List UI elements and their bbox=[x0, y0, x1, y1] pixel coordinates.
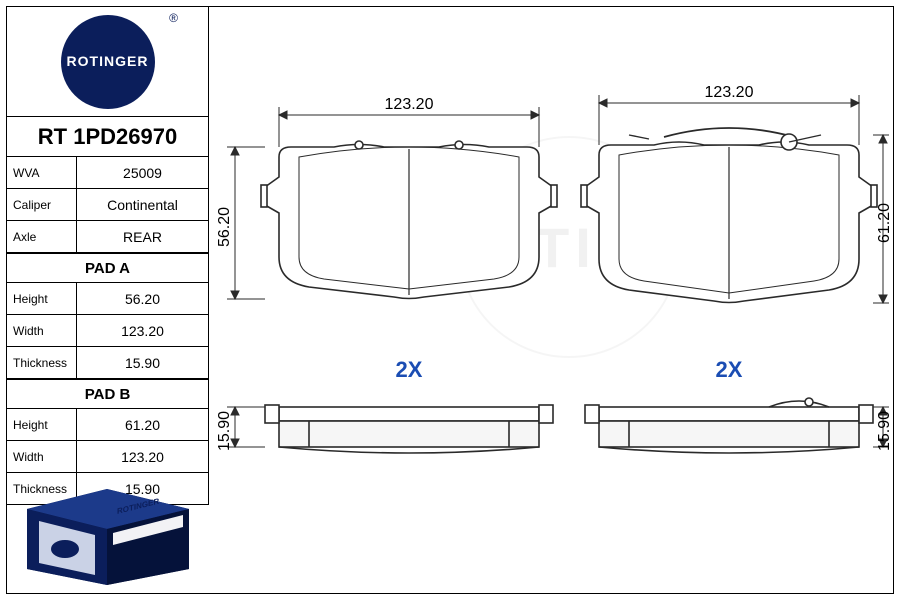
spec-value: 15.90 bbox=[77, 347, 208, 378]
pad-b-width-label: 123.20 bbox=[705, 84, 754, 101]
logo-cell: ® ROTINGER bbox=[7, 7, 209, 117]
pad-a-thickness-label: 15.90 bbox=[216, 411, 233, 451]
spec-value: 61.20 bbox=[77, 409, 208, 440]
pad-a-width-label: 123.20 bbox=[385, 96, 434, 113]
spec-label: Height bbox=[7, 409, 77, 440]
pad-a-header: PAD A bbox=[7, 253, 208, 283]
pad-a-height-label: 56.20 bbox=[216, 207, 233, 247]
spec-label: Caliper bbox=[7, 189, 77, 220]
spec-label: WVA bbox=[7, 157, 77, 188]
spec-label: Thickness bbox=[7, 347, 77, 378]
brand-logo: ROTINGER bbox=[61, 15, 155, 109]
pad-b-height-label: 61.20 bbox=[876, 203, 893, 243]
spec-value: 56.20 bbox=[77, 283, 208, 314]
pad-a-qty: 2X bbox=[396, 357, 423, 382]
spec-row: WVA 25009 bbox=[7, 157, 208, 189]
spec-row: Height 61.20 bbox=[7, 409, 208, 441]
pad-a-width-dim bbox=[279, 107, 539, 147]
pad-a-front bbox=[261, 141, 557, 299]
product-box-illustration: ROTINGER bbox=[17, 459, 199, 585]
technical-drawing: ROTINGER bbox=[209, 7, 895, 595]
spec-value: Continental bbox=[77, 189, 208, 220]
pad-b-thickness-label: 15.90 bbox=[876, 411, 893, 451]
outer-frame: ® ROTINGER RT 1PD26970 WVA 25009 Caliper… bbox=[6, 6, 894, 594]
spec-row: Height 56.20 bbox=[7, 283, 208, 315]
pad-a-side bbox=[265, 405, 553, 453]
pad-b-side bbox=[585, 398, 873, 453]
spec-panel: RT 1PD26970 WVA 25009 Caliper Continenta… bbox=[7, 117, 209, 505]
drawing-area: ROTINGER bbox=[209, 7, 895, 595]
pad-b-header: PAD B bbox=[7, 379, 208, 409]
spec-row: Width 123.20 bbox=[7, 315, 208, 347]
spec-value: 25009 bbox=[77, 157, 208, 188]
brand-name: ROTINGER bbox=[67, 53, 149, 69]
spec-label: Axle bbox=[7, 221, 77, 252]
spec-label: Height bbox=[7, 283, 77, 314]
spec-label: Width bbox=[7, 315, 77, 346]
spec-value: 123.20 bbox=[77, 315, 208, 346]
pad-b-qty: 2X bbox=[716, 357, 743, 382]
spec-value: REAR bbox=[77, 221, 208, 252]
spec-row: Axle REAR bbox=[7, 221, 208, 253]
registered-mark: ® bbox=[169, 11, 178, 25]
spec-row: Caliper Continental bbox=[7, 189, 208, 221]
part-number: RT 1PD26970 bbox=[7, 117, 208, 157]
pad-b-front bbox=[581, 128, 877, 303]
spec-row: Thickness 15.90 bbox=[7, 347, 208, 379]
